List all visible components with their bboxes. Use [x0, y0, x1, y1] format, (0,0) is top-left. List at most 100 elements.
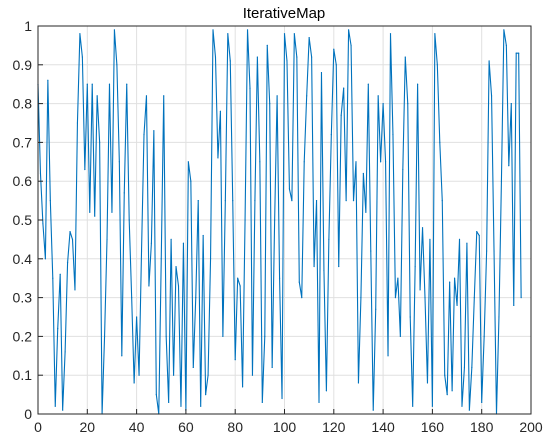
data-point: [86, 83, 88, 85]
data-point: [52, 277, 54, 279]
data-point: [298, 281, 300, 283]
data-point: [269, 103, 271, 105]
data-point: [498, 316, 500, 318]
data-point: [237, 277, 239, 279]
data-point: [197, 200, 199, 202]
data-point: [338, 265, 340, 268]
data-point: [131, 297, 133, 299]
data-point: [91, 83, 93, 85]
data-point: [128, 219, 130, 221]
y-tick-label: 0.3: [13, 290, 33, 306]
data-point: [301, 297, 303, 299]
data-point: [126, 83, 128, 85]
data-point: [407, 103, 409, 105]
data-point: [357, 382, 360, 384]
x-tick-label: 80: [227, 419, 243, 435]
data-point: [350, 44, 352, 47]
data-point: [172, 374, 175, 376]
data-point: [306, 95, 308, 97]
data-point: [207, 374, 209, 376]
data-point: [456, 304, 458, 306]
data-point: [177, 285, 180, 287]
data-point: [145, 95, 148, 97]
data-point: [49, 200, 51, 202]
data-point: [414, 265, 416, 268]
data-point: [266, 44, 268, 47]
data-point: [163, 95, 165, 97]
data-point: [389, 33, 392, 35]
data-point: [59, 273, 61, 275]
data-point: [94, 215, 96, 217]
data-point: [155, 394, 157, 396]
data-point: [136, 316, 138, 318]
data-point: [195, 297, 197, 299]
data-point: [510, 103, 512, 105]
data-point: [384, 161, 387, 163]
data-point: [121, 355, 123, 357]
data-point: [444, 374, 446, 376]
data-point: [449, 281, 451, 283]
y-tick-label: 0.2: [13, 328, 33, 344]
y-tick-label: 0: [24, 406, 32, 422]
data-point: [283, 33, 286, 35]
x-tick-label: 40: [129, 419, 145, 435]
data-point: [362, 172, 364, 175]
data-point: [239, 285, 241, 287]
data-point: [150, 242, 152, 244]
data-point: [278, 277, 281, 279]
data-point: [451, 390, 453, 392]
data-point: [57, 328, 59, 330]
data-point: [217, 157, 219, 159]
data-point: [328, 238, 330, 240]
x-tick-label: 200: [519, 419, 543, 435]
data-point: [486, 250, 488, 252]
data-point: [261, 401, 263, 403]
data-point: [325, 390, 327, 392]
data-point: [335, 64, 337, 66]
data-point: [343, 87, 345, 89]
data-point: [42, 223, 44, 225]
data-point: [214, 56, 217, 58]
data-point: [471, 366, 473, 369]
y-tick-label: 1: [24, 18, 32, 34]
data-point: [409, 316, 411, 318]
data-point: [229, 60, 231, 62]
chart-title: IterativeMap: [243, 5, 326, 22]
data-point: [513, 304, 515, 306]
data-point: [276, 95, 278, 97]
data-point: [377, 95, 379, 97]
data-point: [478, 234, 480, 237]
data-point: [116, 64, 118, 66]
data-point: [483, 335, 485, 337]
y-tick-label: 0.1: [13, 367, 33, 383]
data-point: [429, 238, 431, 240]
data-point: [518, 52, 520, 54]
data-point: [84, 168, 86, 171]
data-point: [246, 29, 249, 31]
data-point: [39, 172, 42, 175]
data-point: [202, 234, 204, 237]
data-point: [108, 83, 111, 85]
data-point: [227, 33, 229, 35]
data-point: [431, 405, 433, 407]
data-point: [347, 29, 350, 31]
data-point: [62, 409, 64, 411]
data-point: [123, 192, 125, 194]
data-point: [441, 200, 443, 202]
data-point: [106, 238, 108, 240]
data-point: [291, 200, 293, 202]
data-point: [365, 211, 367, 213]
data-point: [426, 382, 429, 384]
data-point: [170, 238, 172, 240]
data-point: [500, 180, 503, 182]
data-point: [190, 180, 192, 182]
data-point: [372, 409, 374, 411]
data-point: [367, 83, 369, 85]
data-point: [311, 56, 313, 58]
data-point: [355, 161, 357, 163]
x-tick-label: 60: [178, 419, 194, 435]
data-point: [219, 110, 222, 112]
data-point: [256, 56, 258, 58]
data-point: [103, 335, 106, 337]
data-point: [453, 277, 456, 279]
